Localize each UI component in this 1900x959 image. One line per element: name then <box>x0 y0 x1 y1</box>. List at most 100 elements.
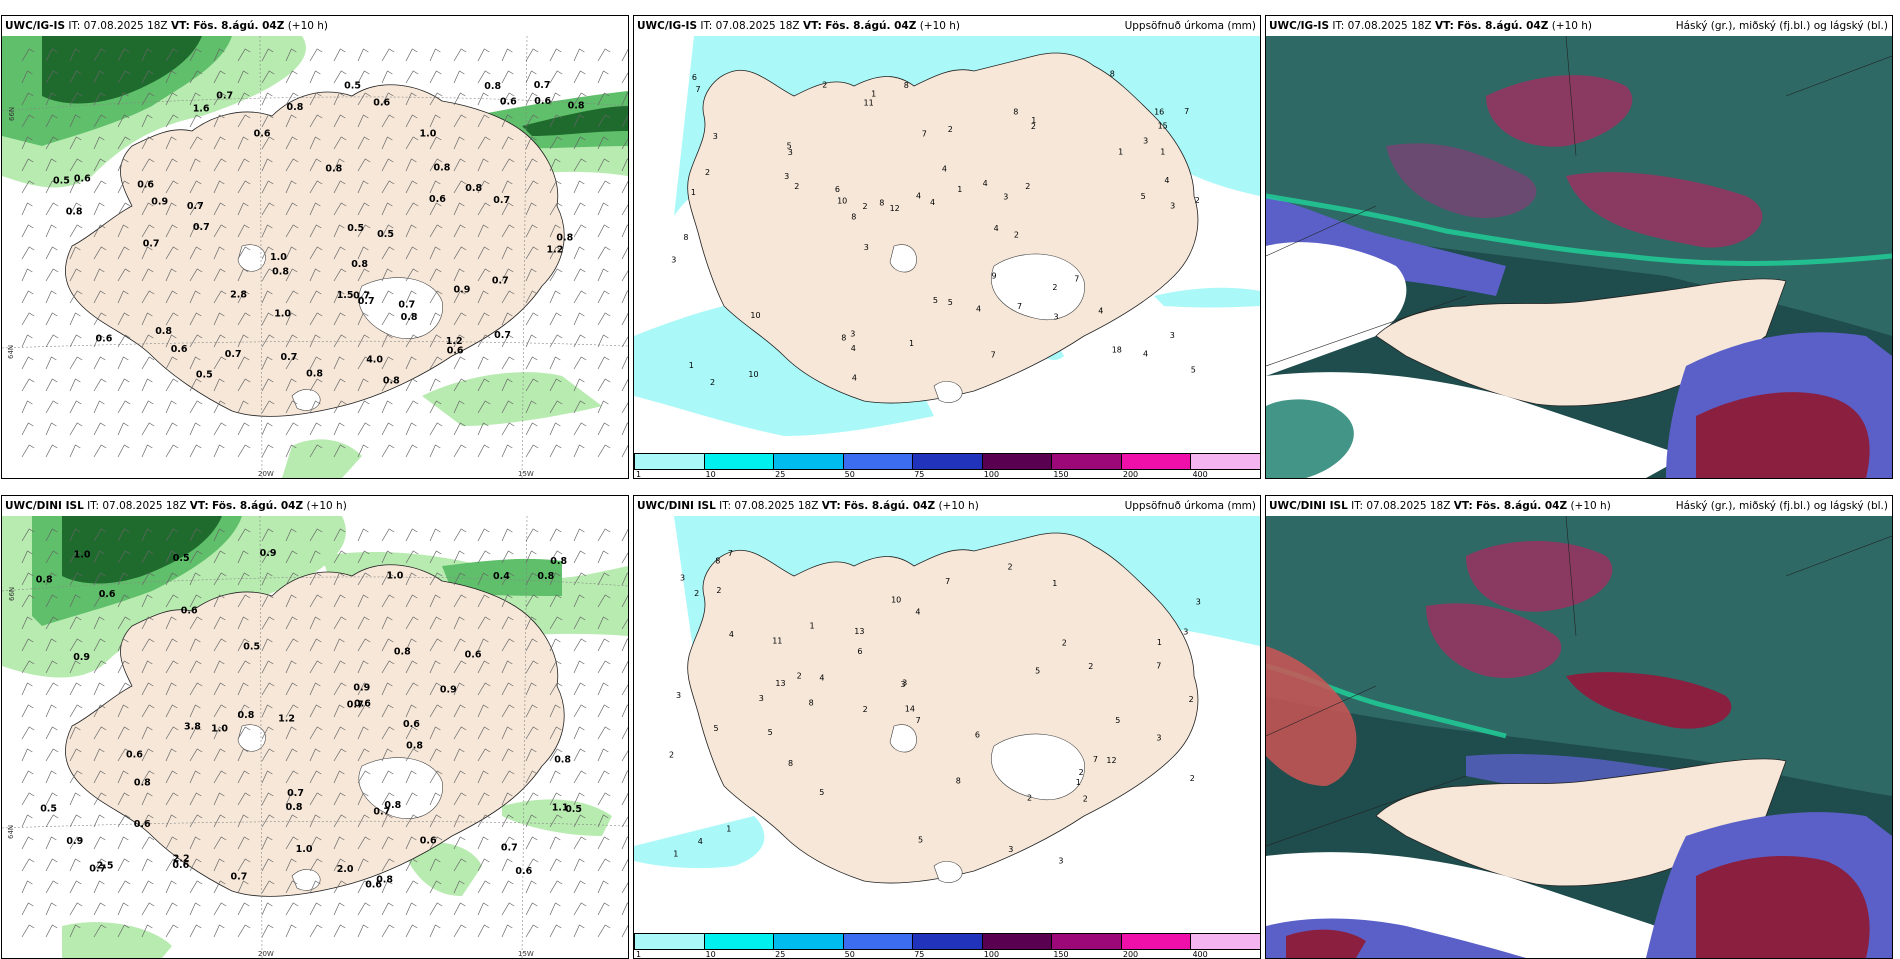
panel-header: UWC/DINI ISL IT: 07.08.2025 18Z VT: Fös.… <box>1266 496 1892 516</box>
map-value-label: 6 <box>835 185 840 194</box>
wind-barb <box>165 400 177 414</box>
wind-barb <box>141 682 154 696</box>
wind-barb <box>597 268 609 282</box>
wind-barb <box>165 836 178 850</box>
wind-barb <box>117 682 131 696</box>
wind-barb <box>261 400 275 414</box>
wind-barb <box>141 550 154 564</box>
wind-barb <box>405 616 419 630</box>
wind-barb <box>381 792 395 806</box>
colorbar-segment <box>981 933 1053 950</box>
wind-barb <box>381 48 395 62</box>
wind-barb <box>525 792 539 806</box>
wind-barb <box>381 836 394 850</box>
wind-barb <box>477 312 490 326</box>
wind-barb <box>165 792 179 806</box>
map-value-label: 8 <box>715 557 720 566</box>
wind-barb <box>165 136 177 150</box>
wind-barb <box>621 618 628 630</box>
map-value-label: 0.6 <box>365 879 382 890</box>
wind-barb <box>429 924 441 938</box>
wind-barb <box>165 246 179 260</box>
wind-barb <box>597 836 610 850</box>
wind-barb <box>357 70 370 84</box>
wind-barb <box>285 312 297 326</box>
wind-barb <box>357 638 371 652</box>
wind-barb <box>93 48 107 62</box>
wind-barb <box>189 356 201 370</box>
map-value-label: 6 <box>692 73 697 82</box>
wind-barb <box>45 836 57 850</box>
wind-barb <box>429 726 441 740</box>
wind-barb <box>429 880 442 894</box>
wind-barb <box>309 748 321 762</box>
wind-barb <box>477 748 491 762</box>
map-value-label: 0.8 <box>155 326 172 337</box>
wind-barb <box>357 880 370 894</box>
map-value-label: 2 <box>1088 662 1093 671</box>
wind-barb <box>69 444 81 458</box>
map-value-label: 8 <box>1110 70 1115 79</box>
map-value-label: 2 <box>1025 182 1030 191</box>
map-value-label: 0.5 <box>344 80 361 91</box>
map-value-label: 12 <box>1106 756 1116 765</box>
wind-barb <box>477 902 489 916</box>
map-value-label: 0.7 <box>493 195 510 206</box>
wind-barb <box>333 180 346 194</box>
wind-barb <box>525 616 537 630</box>
wind-barb <box>525 114 539 128</box>
wind-barb <box>381 616 393 630</box>
map-value-label: 0.6 <box>126 750 143 761</box>
wind-barb <box>309 202 321 216</box>
wind-barb <box>261 378 274 392</box>
wind-barb <box>381 356 394 370</box>
wind-barb <box>189 880 203 894</box>
wind-barb <box>453 550 465 564</box>
map-value-label: 0.6 <box>465 649 482 660</box>
wind-barb <box>309 158 322 172</box>
wind-barb <box>45 550 59 564</box>
wind-barb <box>405 70 419 84</box>
wind-barb <box>549 792 562 806</box>
wind-barb <box>21 836 34 850</box>
wind-barb <box>261 92 273 106</box>
wind-barb <box>285 114 297 128</box>
wind-barb <box>117 660 130 674</box>
wind-barb <box>141 858 153 872</box>
map-value-label: 7 <box>945 577 950 586</box>
colorbar-label: 400 <box>1192 950 1208 959</box>
wind-barb <box>21 792 35 806</box>
wind-barb <box>261 444 274 458</box>
wind-barb <box>237 290 250 304</box>
wind-barb <box>525 594 539 608</box>
wind-barb <box>525 572 538 586</box>
wind-barb <box>141 378 153 392</box>
wind-barb <box>573 312 585 326</box>
panel-clouds-dini: UWC/DINI ISL IT: 07.08.2025 18Z VT: Fös.… <box>1265 495 1893 959</box>
wind-barb <box>525 814 537 828</box>
wind-barb <box>237 902 250 916</box>
wind-barb <box>405 638 417 652</box>
wind-barb <box>621 290 628 304</box>
wind-barb <box>405 312 418 326</box>
wind-barb <box>237 550 249 564</box>
wind-barb <box>285 400 298 414</box>
wind-barb <box>525 180 539 194</box>
wind-barb <box>93 660 107 674</box>
wind-barb <box>45 594 58 608</box>
wind-barb <box>213 638 227 652</box>
wind-barb <box>261 682 275 696</box>
wind-barb <box>285 616 298 630</box>
wind-barb <box>261 422 273 436</box>
wind-barb <box>117 334 131 348</box>
wind-barb <box>333 726 346 740</box>
map-value-label: 0.6 <box>373 97 390 108</box>
precip-map: 7 6 6 4 2 3 8 5 13 7 4 5 11 8 10 12 7 3 3 4 8 3 5 4 5 7 14 5 2 8 2 1 2 2 3… <box>634 516 1260 932</box>
wind-barb <box>477 422 489 436</box>
wind-barb <box>285 70 298 84</box>
wind-barb <box>333 202 347 216</box>
map-value-label: 4 <box>1098 306 1103 315</box>
panel-wind-igis: UWC/IG-IS IT: 07.08.2025 18Z VT: Fös. 8.… <box>1 15 629 479</box>
wind-barb <box>69 528 81 542</box>
map-value-label: 0.7 <box>347 700 364 711</box>
